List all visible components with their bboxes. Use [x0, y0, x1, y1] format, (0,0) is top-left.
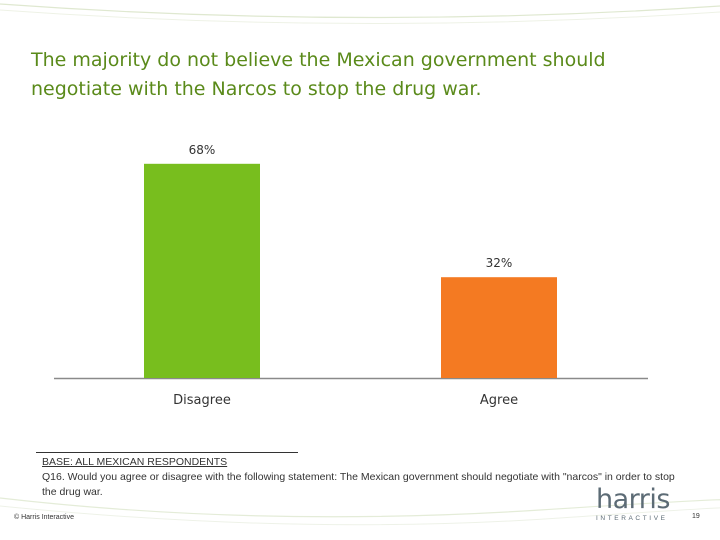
bar-disagree — [144, 163, 260, 378]
page-number: 19 — [692, 513, 700, 520]
bar-agree — [441, 277, 557, 378]
question-text: Q16. Would you agree or disagree with th… — [42, 471, 675, 498]
top-decorative-swoosh — [0, 3, 720, 25]
copyright-text: © Harris Interactive — [14, 514, 75, 521]
logo-subtitle: INTERACTIVE — [596, 515, 668, 522]
bar-chart: 68% Disagree 32% Agree — [54, 143, 648, 408]
harris-interactive-logo: harris INTERACTIVE — [596, 484, 670, 523]
footnote: BASE: ALL MEXICAN RESPONDENTS Q16. Would… — [42, 455, 682, 500]
base-label: BASE: ALL MEXICAN RESPONDENTS — [42, 456, 228, 468]
slide-title: The majority do not believe the Mexican … — [31, 49, 606, 100]
bottom-decorative-swoosh — [0, 497, 720, 526]
data-label-disagree: 68% — [189, 143, 216, 157]
data-label-agree: 32% — [486, 256, 513, 270]
logo-wordmark: harris — [596, 484, 670, 515]
footnote-rule — [36, 452, 298, 453]
category-label-agree: Agree — [480, 393, 518, 408]
category-label-disagree: Disagree — [173, 393, 231, 408]
